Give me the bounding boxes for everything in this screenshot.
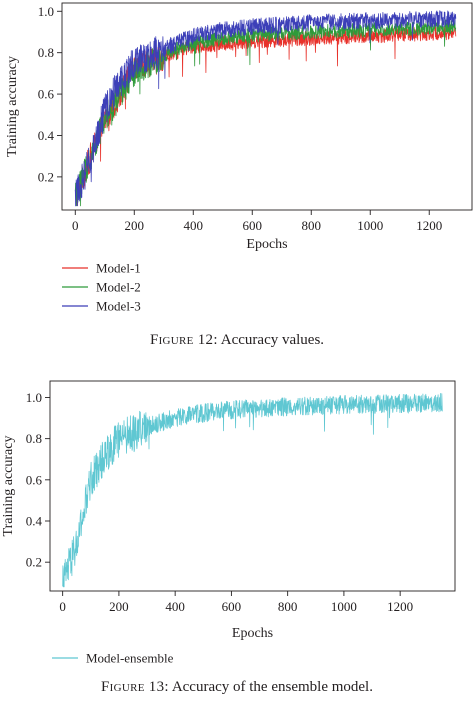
- y-tick-label: 0.4: [38, 128, 55, 143]
- x-tick-label: 0: [59, 599, 66, 614]
- plot-frame: [61, 2, 473, 211]
- x-tick-label: 200: [125, 218, 145, 233]
- x-tick-label: 800: [301, 218, 321, 233]
- plot-frame: [49, 380, 456, 592]
- x-tick-label: 400: [184, 218, 204, 233]
- x-tick-label: 200: [109, 599, 129, 614]
- x-tick-label: 600: [222, 599, 242, 614]
- x-tick-label: 600: [243, 218, 263, 233]
- x-tick-label: 0: [72, 218, 79, 233]
- x-tick-label: 400: [165, 599, 185, 614]
- chart-2: 0 200 400 600 800 1000 1200 0.2 0.4 0.6 0.8 1.0 Epoc…: [1, 380, 456, 666]
- legend: Model-ensemble: [52, 651, 174, 666]
- y-tick-label: 1.0: [26, 390, 42, 405]
- x-axis-label: Epochs: [246, 237, 287, 252]
- y-tick-label: 0.6: [26, 472, 43, 487]
- figure-12-text: Accuracy values.: [220, 332, 325, 348]
- x-tick-label: 1200: [416, 218, 442, 233]
- x-tick-label: 1000: [331, 599, 357, 614]
- legend-label-model-1: Model-1: [96, 261, 141, 276]
- figure-13-caption: Figure 13: Accuracy of the ensemble mode…: [0, 679, 474, 696]
- y-tick-label: 0.6: [38, 87, 55, 102]
- series-line-model-2: [74, 19, 457, 207]
- x-tick-label: 1200: [387, 599, 413, 614]
- y-tick-label: 0.2: [26, 555, 42, 570]
- series-line-model-ensemble: [62, 392, 443, 588]
- y-axis-label: Training accuracy: [5, 56, 20, 157]
- y-tick-label: 0.4: [26, 514, 43, 529]
- y-axis-label: Training accuracy: [1, 436, 16, 537]
- y-tick-label: 0.8: [38, 45, 54, 60]
- legend-label-model-2: Model-2: [96, 280, 141, 295]
- legend-label-model-ensemble: Model-ensemble: [86, 651, 174, 666]
- y-tick-label: 0.8: [26, 431, 42, 446]
- x-tick-label: 800: [278, 599, 298, 614]
- figure-12-label: Figure 12:: [149, 332, 218, 348]
- series-line-model-3: [74, 10, 457, 207]
- legend-label-model-3: Model-3: [96, 299, 141, 314]
- x-axis-label: Epochs: [232, 626, 273, 641]
- figure-13-text: Accuracy of the ensemble model.: [171, 679, 373, 695]
- y-tick-label: 1.0: [38, 4, 54, 19]
- x-tick-label: 1000: [357, 218, 383, 233]
- figure-13-label: Figure 13:: [101, 679, 169, 695]
- y-tick-label: 0.2: [38, 169, 54, 184]
- legend: Model-1 Model-2 Model-3: [62, 261, 141, 314]
- chart-1: 0 200 400 600 800 1000 1200 0.2 0.4 0.6 0.8 1.0 Epoc…: [5, 2, 473, 314]
- figure-12-caption: Figure 12: Accuracy values.: [0, 332, 474, 349]
